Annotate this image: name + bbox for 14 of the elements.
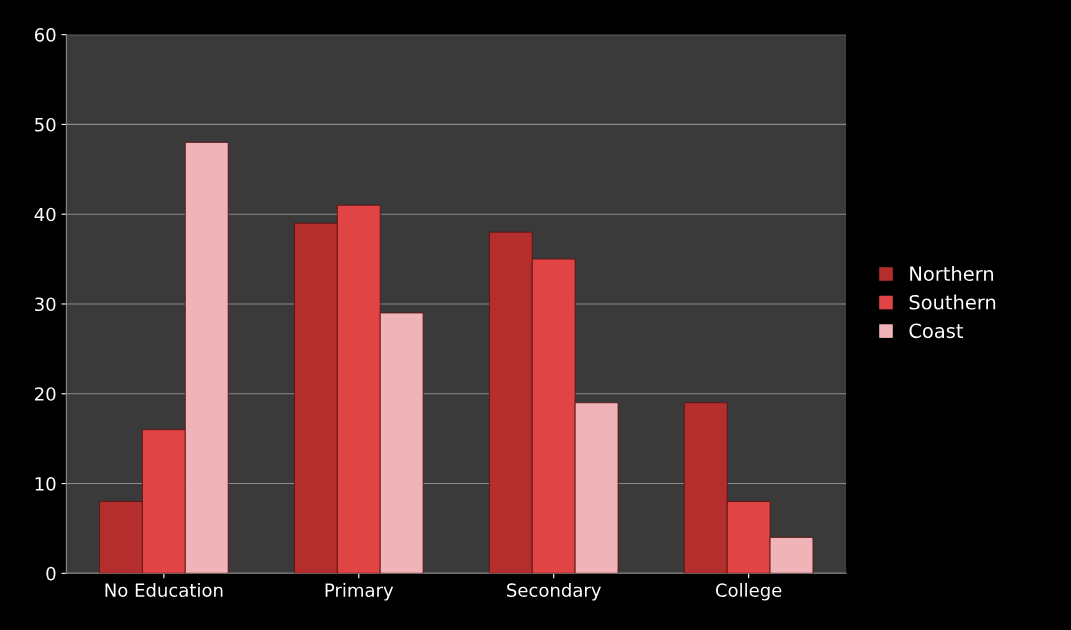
y-tick-label: 10 [35, 476, 56, 491]
x-tick-label: Secondary [507, 583, 601, 601]
x-tick-label: Primary [325, 583, 394, 601]
legend-label: Northern [910, 266, 994, 282]
y-tick-label: 50 [35, 117, 56, 132]
legend-label: Southern [909, 294, 996, 310]
x-tick-label: No Education [105, 583, 223, 597]
y-tick-label: 40 [34, 207, 56, 222]
y-tick-label: 0 [46, 566, 56, 581]
y-tick-label: 30 [35, 297, 56, 312]
y-tick-label: 60 [34, 28, 56, 42]
y-tick-label: 20 [35, 387, 56, 401]
x-tick-label: College [715, 583, 782, 601]
legend-label: Coast [909, 323, 964, 339]
